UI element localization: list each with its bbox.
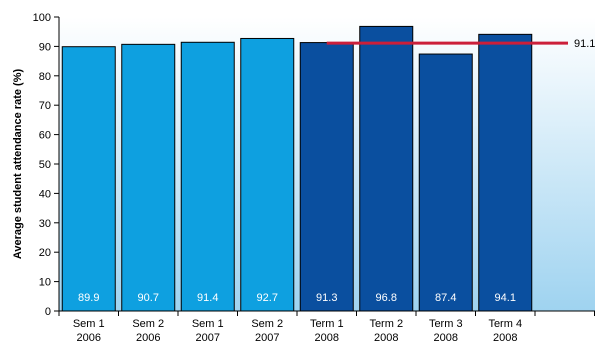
y-axis: 0 10 20 30 40 50 60 70 80 90 100 [33, 12, 60, 318]
y-tick-label: 100 [33, 12, 51, 24]
y-tick-label: 50 [39, 159, 51, 171]
bar [240, 37, 295, 312]
reference-line-label: 91.1 [574, 38, 595, 50]
bar-value-label: 91.4 [197, 292, 218, 304]
y-tick-label: 20 [39, 247, 51, 259]
y-tick-label: 10 [39, 277, 51, 289]
x-axis: Sem 1 2006 Sem 2 2006 Sem 1 2007 Sem 2 2007 Term… [58, 310, 595, 344]
bar-value-label: 96.8 [376, 292, 397, 304]
y-axis-label: Average student attendance rate (%) [12, 69, 24, 260]
x-tick-label: Term 1 2008 [310, 318, 344, 341]
y-tick-label: 70 [39, 100, 51, 112]
bar-value-label: 91.3 [316, 292, 337, 304]
bar-value-label: 92.7 [257, 292, 278, 304]
bar [478, 33, 533, 312]
y-tick-label: 30 [39, 218, 51, 230]
x-tick-label: Sem 2 2007 [251, 318, 283, 341]
x-tick-label: Term 2 2008 [369, 318, 403, 341]
y-tick-label: 80 [39, 71, 51, 83]
x-tick-label: Sem 2 2006 [132, 318, 164, 341]
bar [180, 41, 235, 312]
bar [418, 53, 473, 312]
bar [299, 42, 354, 312]
y-tick-label: 90 [39, 41, 51, 53]
bar-value-label: 90.7 [138, 292, 159, 304]
x-tick-label: Term 4 2008 [488, 318, 522, 341]
bar-value-label: 94.1 [495, 292, 516, 304]
bar-value-label: 89.9 [78, 292, 99, 304]
bar [121, 43, 176, 312]
bar-value-label: 87.4 [435, 292, 456, 304]
reference-line-group: 91.1 [326, 38, 595, 50]
y-tick-label: 0 [45, 306, 51, 318]
bars: 89.9 90.7 91.4 92.7 91.3 96.8 87.4 94.1 [61, 25, 533, 312]
bar [359, 25, 414, 312]
x-tick-label: Sem 1 2007 [192, 318, 224, 341]
x-tick-label: Term 3 2008 [429, 318, 463, 341]
y-tick-label: 60 [39, 130, 51, 142]
y-tick-label: 40 [39, 188, 51, 200]
x-tick-label: Sem 1 2006 [73, 318, 105, 341]
bar [61, 46, 116, 312]
